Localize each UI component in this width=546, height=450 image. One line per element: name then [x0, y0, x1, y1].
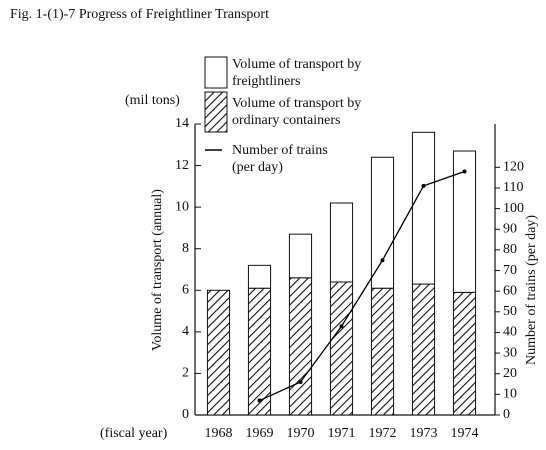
x-tick-label: 1969	[246, 426, 274, 441]
y-tick-label: 6	[182, 283, 189, 298]
legend-swatch	[204, 56, 228, 89]
y2-tick-label: 80	[503, 242, 517, 257]
bar	[329, 202, 354, 283]
y2-tick-label: 120	[503, 160, 524, 175]
y-tick-label: 4	[182, 324, 189, 339]
y2-tick-label: 0	[503, 407, 510, 422]
point	[380, 258, 385, 263]
y-tick-label: 14	[175, 116, 189, 131]
y2-axis-label: Number of trains (per day)	[524, 215, 539, 365]
bar	[206, 289, 231, 416]
y2-tick-label: 110	[503, 180, 523, 195]
y-unit: (mil tons)	[125, 93, 180, 108]
y2-tick-label: 50	[503, 304, 517, 319]
y2-tick-label: 40	[503, 325, 517, 340]
point	[339, 324, 344, 329]
x-tick-label: 1971	[328, 426, 356, 441]
y-tick-label: 2	[182, 366, 189, 381]
bar	[411, 131, 436, 285]
x-tick-label: 1974	[451, 426, 479, 441]
x-tick-label: 1970	[287, 426, 315, 441]
y2-tick-label: 100	[503, 201, 524, 216]
bar	[247, 264, 272, 289]
chart-title: Fig. 1-(1)-7 Progress of Freightliner Tr…	[10, 7, 269, 22]
y2-tick-label: 90	[503, 221, 517, 236]
x-tick-label: 1968	[205, 426, 233, 441]
bar	[288, 277, 313, 416]
y2-tick-label: 20	[503, 366, 517, 381]
y2-tick-label: 30	[503, 345, 517, 360]
bar	[370, 287, 395, 416]
bar	[370, 156, 395, 289]
y2-tick-label: 60	[503, 283, 517, 298]
x-axis-label: (fiscal year)	[100, 426, 168, 441]
y-tick-label: 8	[182, 241, 189, 256]
y2-tick-label: 10	[503, 387, 517, 402]
bar	[247, 287, 272, 416]
y2-tick-label: 70	[503, 263, 517, 278]
bar	[452, 150, 477, 293]
y-tick-label: 0	[182, 407, 189, 422]
point	[421, 183, 426, 188]
x-tick-label: 1973	[410, 426, 438, 441]
legend-label: Number of trains (per day)	[232, 143, 328, 175]
line	[259, 170, 465, 402]
bar	[452, 291, 477, 416]
legend-swatch	[204, 91, 228, 133]
y-tick-label: 12	[175, 158, 189, 173]
x-tick-label: 1972	[369, 426, 397, 441]
point	[257, 398, 262, 403]
bar	[288, 233, 313, 279]
y-axis-label: Volume of transport (annual)	[150, 189, 165, 351]
legend-label: Volume of transport by freightliners	[232, 57, 362, 89]
bar	[329, 281, 354, 416]
point	[462, 169, 467, 174]
legend-label: Volume of transport by ordinary containe…	[232, 96, 362, 128]
point	[298, 379, 303, 384]
bar	[411, 283, 436, 416]
y-tick-label: 10	[175, 199, 189, 214]
